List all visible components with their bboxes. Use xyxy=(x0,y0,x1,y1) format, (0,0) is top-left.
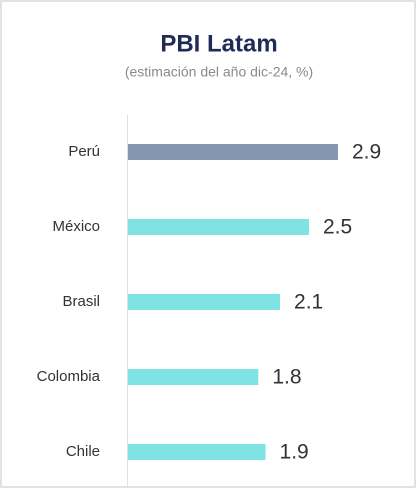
bar xyxy=(128,369,259,385)
bar xyxy=(128,294,281,310)
chart-subtitle: (estimación del año dic-24, %) xyxy=(125,64,313,80)
category-label: Chile xyxy=(66,443,100,460)
bar xyxy=(128,144,338,160)
category-label: Brasil xyxy=(62,293,100,310)
category-label: Colombia xyxy=(37,368,101,385)
value-label: 2.1 xyxy=(294,291,323,314)
value-label: 2.5 xyxy=(323,216,352,239)
chart-title: PBI Latam xyxy=(160,30,277,57)
category-label: Perú xyxy=(68,143,100,160)
value-label: 2.9 xyxy=(352,141,381,164)
category-label: México xyxy=(52,218,100,235)
bar xyxy=(128,444,266,460)
value-label: 1.9 xyxy=(280,441,309,464)
bar xyxy=(128,219,309,235)
value-label: 1.8 xyxy=(272,366,301,389)
